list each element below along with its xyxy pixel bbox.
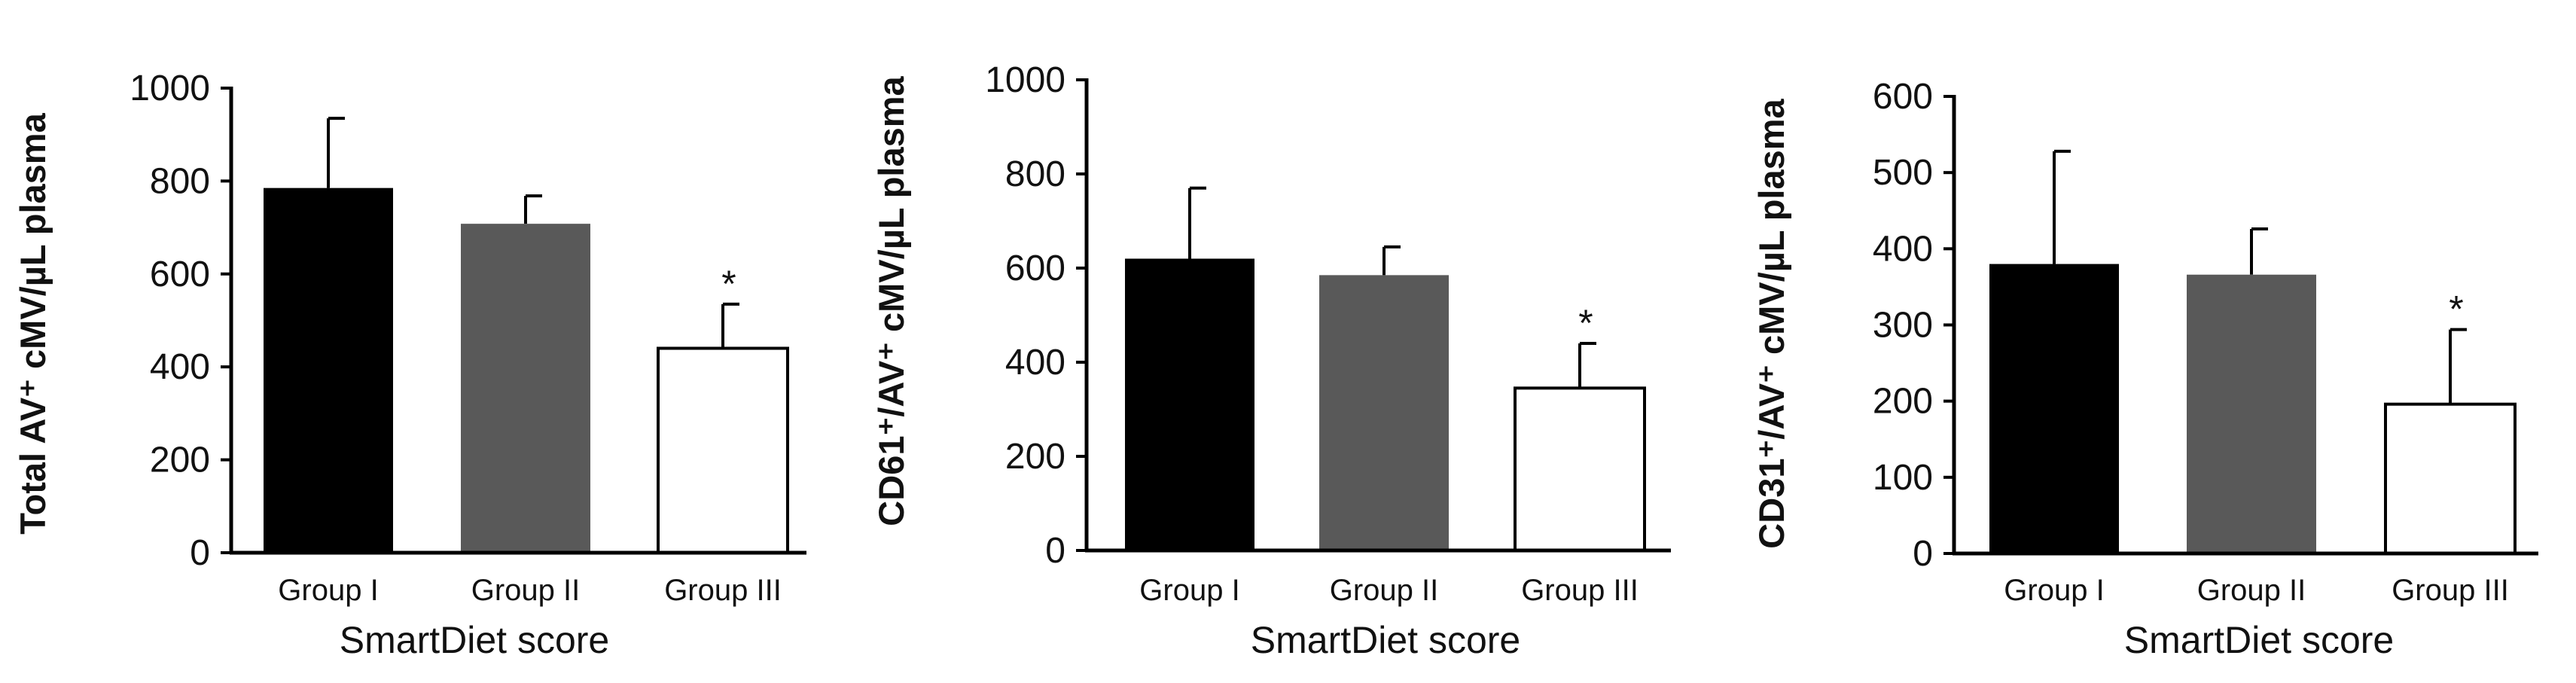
chart-panel-2: 0 200 400 600 800 1000 Group I Group II * Group I…	[871, 60, 1671, 661]
y-tick-label: 400	[1005, 343, 1065, 383]
y-tick-label: 600	[150, 255, 210, 294]
x-axis-title: SmartDiet score	[1251, 619, 1520, 661]
chart-panel-3: 0 100 200 300 400 500 600 Group I Group II * Group…	[1751, 77, 2538, 661]
x-category-label: Group II	[1330, 574, 1439, 607]
y-tick-label: 0	[190, 533, 210, 573]
x-category-label: Group I	[1139, 574, 1239, 607]
y-tick-label: 400	[1873, 229, 1933, 269]
y-axis-title: CD31⁺/AV⁺ cMV/µL plasma	[1751, 98, 1791, 548]
y-tick-label: 0	[1913, 534, 1933, 574]
bar	[1319, 275, 1449, 550]
y-tick-label: 800	[150, 161, 210, 201]
y-axis-title: CD61⁺/AV⁺ cMV/µL plasma	[871, 75, 911, 526]
y-tick-label: 1000	[130, 69, 210, 108]
y-tick-label: 100	[1873, 458, 1933, 498]
y-tick-label: 400	[150, 347, 210, 387]
y-tick-label: 600	[1005, 249, 1065, 288]
y-tick-label: 500	[1873, 153, 1933, 193]
y-tick-label: 300	[1873, 306, 1933, 346]
bar	[657, 346, 789, 554]
bar	[264, 188, 393, 553]
y-tick-label: 1000	[985, 60, 1065, 100]
bar	[2187, 274, 2316, 553]
significance-marker: *	[1578, 302, 1593, 344]
significance-marker: *	[2449, 288, 2463, 331]
y-axis-title: Total AV⁺ cMV/µL plasma	[13, 112, 53, 534]
x-category-label: Group III	[2392, 574, 2509, 607]
bar	[461, 224, 590, 553]
x-axis-title: SmartDiet score	[2124, 619, 2394, 661]
chart-panel-1: 0 200 400 600 800 1000 Group I Group II * Group I…	[13, 69, 806, 661]
bar	[1125, 258, 1254, 550]
bar	[1514, 386, 1646, 552]
y-tick-label: 200	[1873, 382, 1933, 422]
x-category-label: Group II	[2197, 574, 2306, 607]
y-tick-label: 800	[1005, 154, 1065, 194]
y-tick-label: 200	[150, 441, 210, 480]
x-category-label: Group III	[664, 574, 782, 607]
x-category-label: Group III	[1521, 574, 1639, 607]
x-category-label: Group I	[2004, 574, 2104, 607]
y-tick-label: 200	[1005, 437, 1065, 477]
x-axis-title: SmartDiet score	[340, 619, 609, 661]
bar	[2384, 402, 2517, 555]
x-category-label: Group II	[471, 574, 581, 607]
y-tick-label: 600	[1873, 77, 1933, 117]
y-tick-label: 0	[1045, 531, 1065, 571]
significance-marker: *	[721, 263, 736, 305]
x-category-label: Group I	[278, 574, 378, 607]
bar	[1989, 264, 2119, 553]
